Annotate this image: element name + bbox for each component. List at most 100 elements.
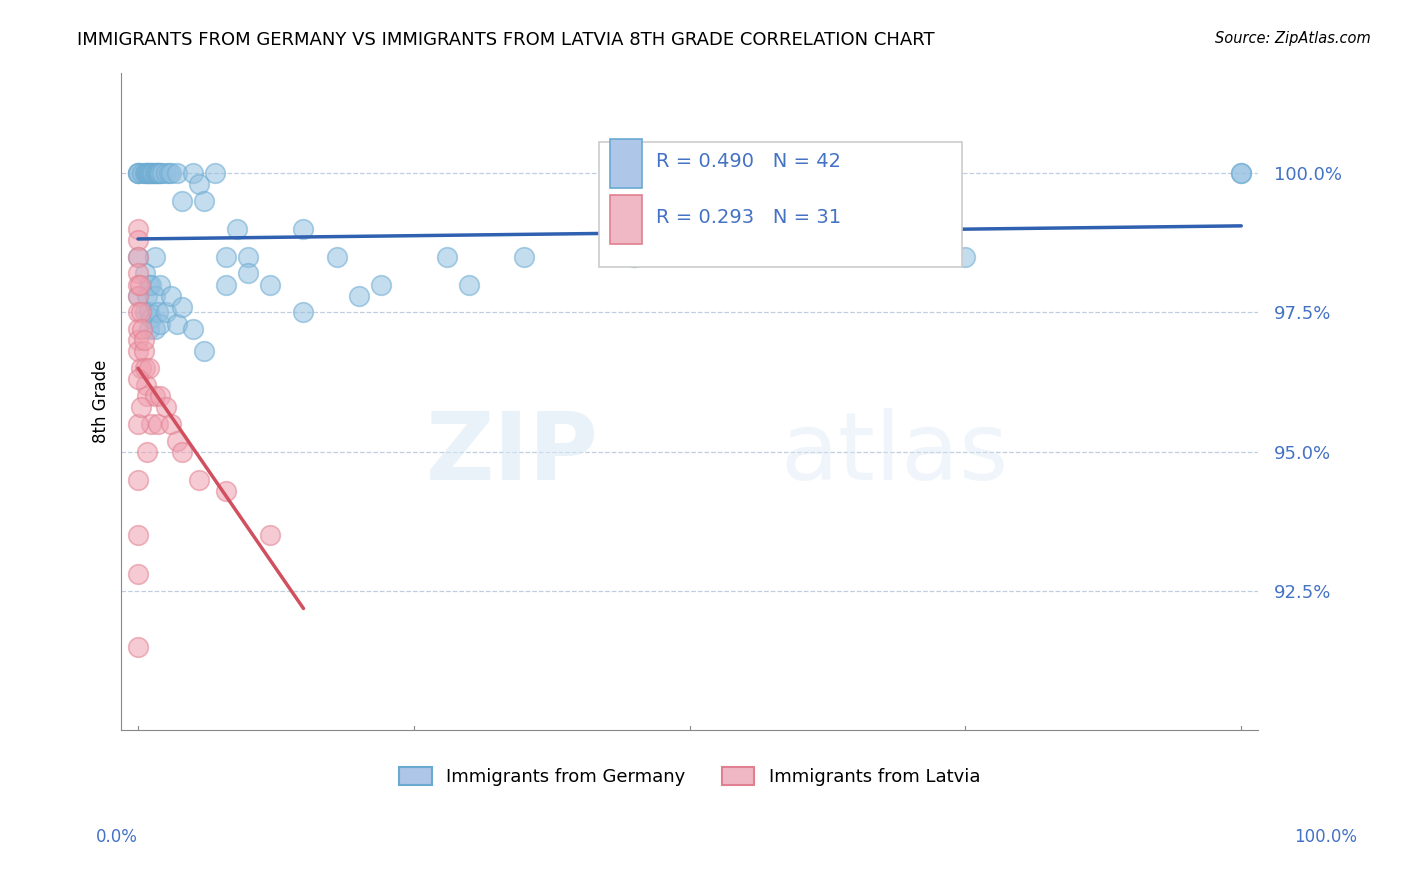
Point <box>955 250 977 264</box>
Point <box>146 417 169 431</box>
Point <box>127 250 149 264</box>
Point <box>129 305 152 319</box>
Point <box>1230 166 1253 180</box>
Text: atlas: atlas <box>780 409 1008 500</box>
Point <box>132 344 155 359</box>
Legend: Immigrants from Germany, Immigrants from Latvia: Immigrants from Germany, Immigrants from… <box>392 760 987 794</box>
Point <box>134 267 156 281</box>
Text: R = 0.490   N = 42: R = 0.490 N = 42 <box>655 153 841 171</box>
Point <box>131 166 153 180</box>
Point <box>149 389 172 403</box>
Point <box>131 322 153 336</box>
Point <box>172 194 194 208</box>
Point <box>127 267 149 281</box>
Point <box>149 166 172 180</box>
Point <box>187 178 209 192</box>
Point <box>187 473 209 487</box>
Point <box>145 166 167 180</box>
Point <box>215 250 238 264</box>
Point <box>166 434 188 448</box>
FancyBboxPatch shape <box>610 138 643 188</box>
Point <box>148 166 170 180</box>
Point <box>193 194 215 208</box>
Point <box>215 483 238 498</box>
Point <box>127 528 149 542</box>
Point <box>141 277 163 292</box>
Point <box>127 233 149 247</box>
Point <box>143 322 166 336</box>
Point <box>172 444 194 458</box>
Point <box>292 305 315 319</box>
Point <box>215 277 238 292</box>
Point <box>155 166 177 180</box>
Point <box>127 322 149 336</box>
Point <box>127 166 149 180</box>
Point <box>172 300 194 314</box>
Point <box>134 305 156 319</box>
Point <box>143 250 166 264</box>
Point <box>127 473 149 487</box>
Point <box>135 444 157 458</box>
Point <box>134 361 156 376</box>
Point <box>132 334 155 348</box>
Point <box>138 361 160 376</box>
Point <box>149 317 172 331</box>
Point <box>127 334 149 348</box>
Point <box>204 166 226 180</box>
Point <box>166 317 188 331</box>
Point <box>226 222 249 236</box>
Point <box>155 400 177 414</box>
Point <box>155 305 177 319</box>
Point <box>135 389 157 403</box>
Point <box>129 400 152 414</box>
Point <box>143 389 166 403</box>
Text: 100.0%: 100.0% <box>1294 828 1357 846</box>
Point <box>138 166 160 180</box>
Point <box>135 166 157 180</box>
Text: 0.0%: 0.0% <box>96 828 138 846</box>
Point <box>370 277 392 292</box>
Point <box>127 344 149 359</box>
Point <box>129 277 152 292</box>
Point <box>149 277 172 292</box>
Point <box>127 289 149 303</box>
Point <box>623 250 645 264</box>
Y-axis label: 8th Grade: 8th Grade <box>93 359 110 443</box>
Point <box>139 166 162 180</box>
FancyBboxPatch shape <box>610 194 643 244</box>
Point <box>127 417 149 431</box>
Text: IMMIGRANTS FROM GERMANY VS IMMIGRANTS FROM LATVIA 8TH GRADE CORRELATION CHART: IMMIGRANTS FROM GERMANY VS IMMIGRANTS FR… <box>77 31 935 49</box>
Point <box>789 194 811 208</box>
Point <box>259 277 281 292</box>
Point <box>458 277 481 292</box>
Point <box>347 289 370 303</box>
Point <box>138 277 160 292</box>
Point <box>513 250 536 264</box>
Point <box>181 322 204 336</box>
Point <box>623 250 645 264</box>
Point <box>238 250 260 264</box>
Point <box>135 289 157 303</box>
Point <box>134 166 156 180</box>
Point <box>160 289 183 303</box>
Point <box>138 322 160 336</box>
Point <box>157 166 180 180</box>
Point <box>160 417 183 431</box>
Point <box>143 289 166 303</box>
Point <box>181 166 204 180</box>
Point <box>138 305 160 319</box>
Point <box>127 640 149 654</box>
Point <box>150 166 173 180</box>
Point <box>142 166 165 180</box>
Point <box>141 417 163 431</box>
Text: ZIP: ZIP <box>426 409 599 500</box>
Point <box>141 166 163 180</box>
Point <box>436 250 458 264</box>
Point <box>135 166 157 180</box>
Point <box>1230 166 1253 180</box>
Point <box>146 305 169 319</box>
Point <box>166 166 188 180</box>
Point <box>238 267 260 281</box>
Point <box>127 372 149 386</box>
Point <box>127 305 149 319</box>
